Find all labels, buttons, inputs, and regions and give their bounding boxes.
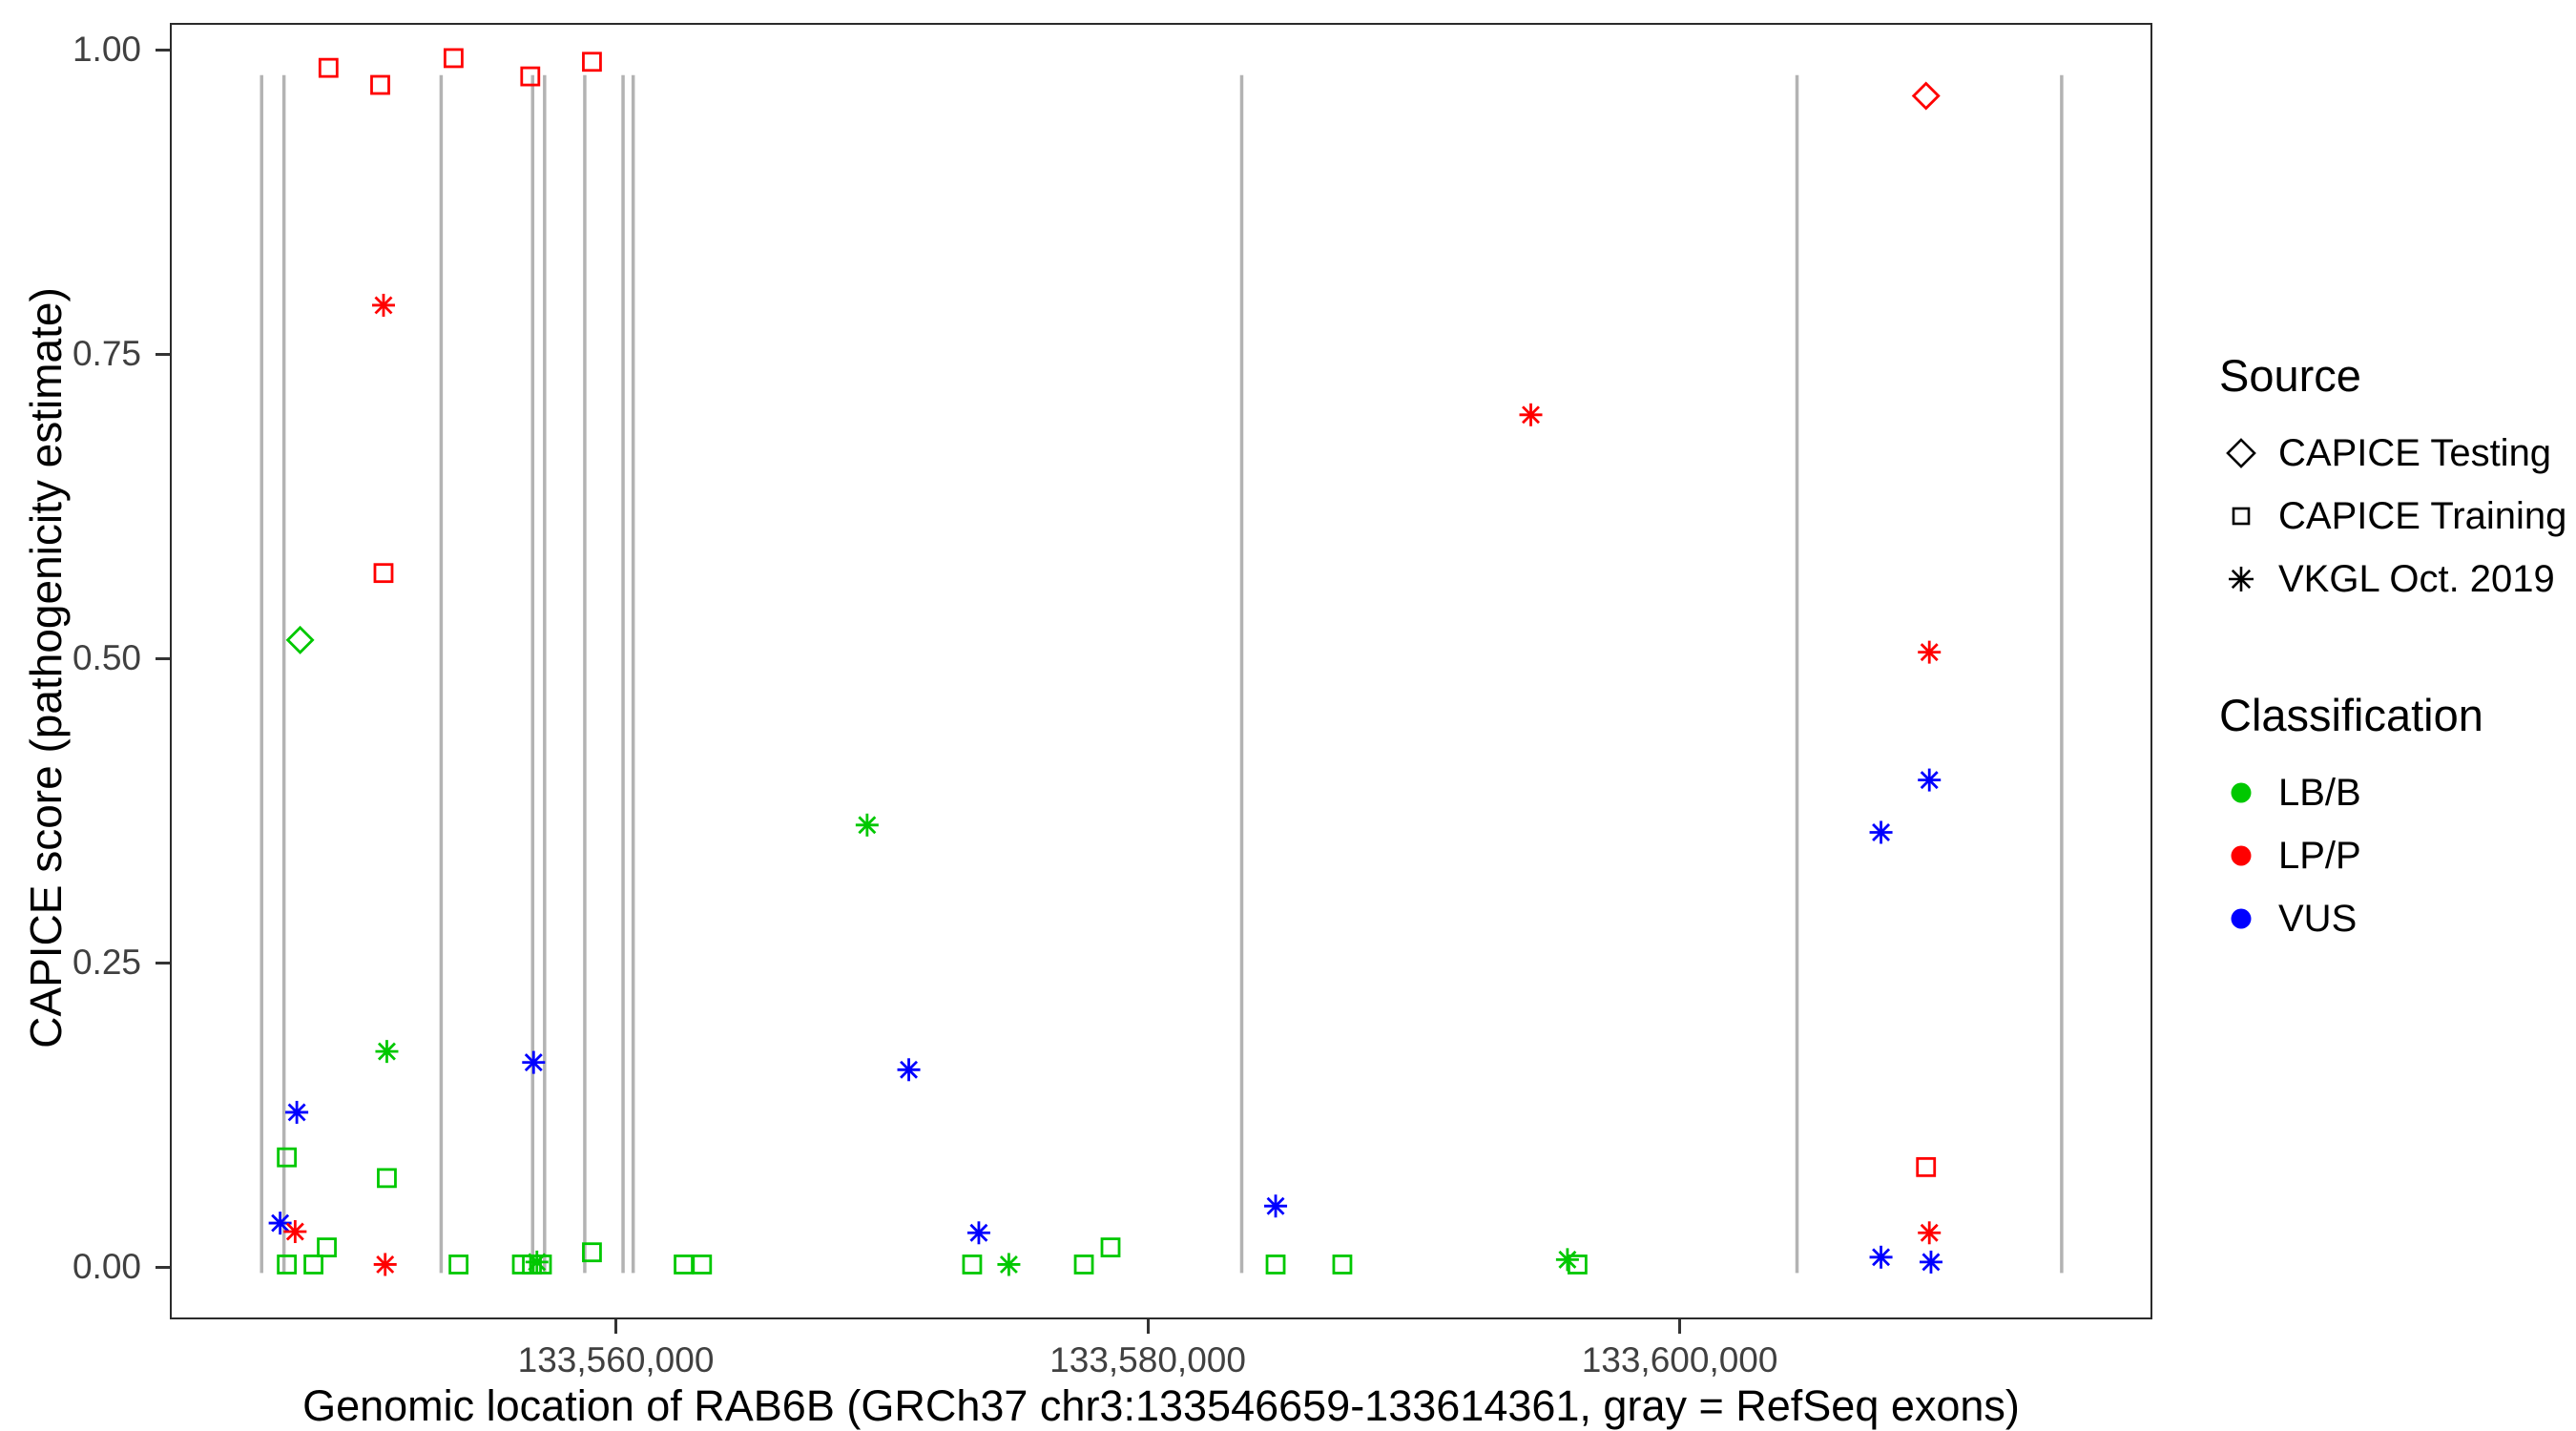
x-tick-mark: [1146, 1319, 1150, 1334]
data-point-asterisk: [283, 1219, 307, 1243]
legend-item-label: VUS: [2278, 897, 2358, 940]
y-tick-mark: [156, 1265, 170, 1269]
diamond-icon: [2226, 438, 2256, 468]
x-axis: 133,560,000 133,580,000 133,600,000: [172, 1319, 2150, 1396]
legend-item-label: CAPICE Training: [2278, 494, 2567, 537]
x-tick-label: 133,580,000: [1049, 1340, 1246, 1379]
data-point-asterisk: [373, 1253, 397, 1276]
red-circle-icon: [2231, 845, 2252, 866]
y-tick-mark: [156, 48, 170, 52]
data-point-asterisk: [375, 1040, 399, 1064]
y-axis: 1.00 0.75 0.50 0.25 0.00: [0, 25, 170, 1322]
data-point-square: [582, 1242, 602, 1263]
data-point-square: [1073, 1255, 1094, 1275]
data-point-asterisk: [371, 293, 395, 317]
blue-circle-icon: [2231, 908, 2252, 929]
data-point-asterisk: [997, 1253, 1021, 1276]
legend-item-label: LP/P: [2278, 834, 2361, 877]
legend: Source CAPICE Testing CAPICE Training: [2219, 351, 2566, 954]
data-point-square: [303, 1255, 323, 1275]
x-tick-mark: [1678, 1319, 1682, 1334]
data-point-asterisk: [285, 1100, 309, 1124]
data-point-square: [511, 1255, 532, 1275]
y-tick-mark: [156, 656, 170, 660]
legend-classification-title: Classification: [2219, 690, 2483, 740]
legend-item-capice-testing: CAPICE Testing: [2219, 425, 2566, 481]
data-point-square: [277, 1147, 298, 1168]
data-point-asterisk: [1869, 820, 1893, 844]
data-point-asterisk: [1918, 1221, 1942, 1245]
data-point-asterisk: [1555, 1248, 1579, 1272]
data-point-square: [674, 1255, 694, 1275]
data-point-square: [520, 66, 541, 87]
legend-item-label: VKGL Oct. 2019: [2278, 557, 2555, 600]
data-point-square: [1265, 1255, 1286, 1275]
data-point-asterisk: [1519, 403, 1543, 426]
y-tick-label: 0.50: [72, 638, 141, 677]
data-point-asterisk: [966, 1221, 990, 1245]
data-point-asterisk: [1918, 768, 1942, 792]
x-tick-mark: [614, 1319, 618, 1334]
legend-item-lbb: LB/B: [2219, 765, 2566, 820]
data-point-asterisk: [1918, 640, 1942, 664]
data-point-square: [448, 1255, 469, 1275]
data-point-asterisk: [1264, 1194, 1288, 1218]
data-point-diamond: [285, 625, 315, 654]
data-point-asterisk: [1919, 1250, 1942, 1274]
y-tick-mark: [156, 352, 170, 356]
asterisk-icon: [2229, 567, 2254, 591]
plot-panel: [170, 23, 2152, 1319]
data-point-square: [1916, 1156, 1937, 1177]
legend-source-title: Source: [2219, 350, 2361, 401]
x-axis-title: Genomic location of RAB6B (GRCh37 chr3:1…: [302, 1381, 2020, 1430]
data-point-asterisk: [525, 1250, 549, 1274]
y-tick-label: 1.00: [72, 30, 141, 69]
data-point-asterisk: [897, 1058, 921, 1082]
plot-area: [260, 48, 2064, 1276]
data-point-square: [370, 74, 390, 95]
data-point-square: [692, 1255, 713, 1275]
data-point-square: [1332, 1255, 1353, 1275]
data-point-asterisk: [522, 1050, 546, 1074]
y-tick-mark: [156, 961, 170, 964]
y-tick-label: 0.75: [72, 334, 141, 373]
data-point-square: [1567, 1255, 1588, 1275]
data-point-asterisk: [1869, 1245, 1893, 1269]
y-axis-title: CAPICE score (pathogenicity estimate): [21, 287, 71, 1048]
data-point-square: [377, 1168, 397, 1189]
y-tick-label: 0.00: [72, 1247, 141, 1286]
legend-item-vkgl: VKGL Oct. 2019: [2219, 551, 2566, 607]
x-tick-label: 133,560,000: [517, 1340, 715, 1379]
data-point-diamond: [1911, 81, 1941, 111]
data-point-square: [373, 563, 394, 584]
legend-item-label: CAPICE Testing: [2278, 431, 2552, 474]
legend-item-capice-training: CAPICE Training: [2219, 488, 2566, 544]
legend-item-label: LB/B: [2278, 771, 2361, 814]
green-circle-icon: [2231, 782, 2252, 803]
legend-item-lpp: LP/P: [2219, 828, 2566, 883]
data-point-square: [1100, 1237, 1121, 1257]
data-point-asterisk: [855, 813, 879, 837]
data-point-square: [317, 1237, 337, 1257]
y-tick-label: 0.25: [72, 943, 141, 982]
data-point-square: [277, 1255, 298, 1275]
data-point-square: [582, 52, 602, 73]
data-point-square: [443, 48, 464, 69]
data-point-square: [318, 57, 339, 78]
x-tick-label: 133,600,000: [1581, 1340, 1778, 1379]
legend-item-vus: VUS: [2219, 891, 2566, 946]
data-point-square: [962, 1255, 983, 1275]
square-icon: [2232, 507, 2251, 526]
